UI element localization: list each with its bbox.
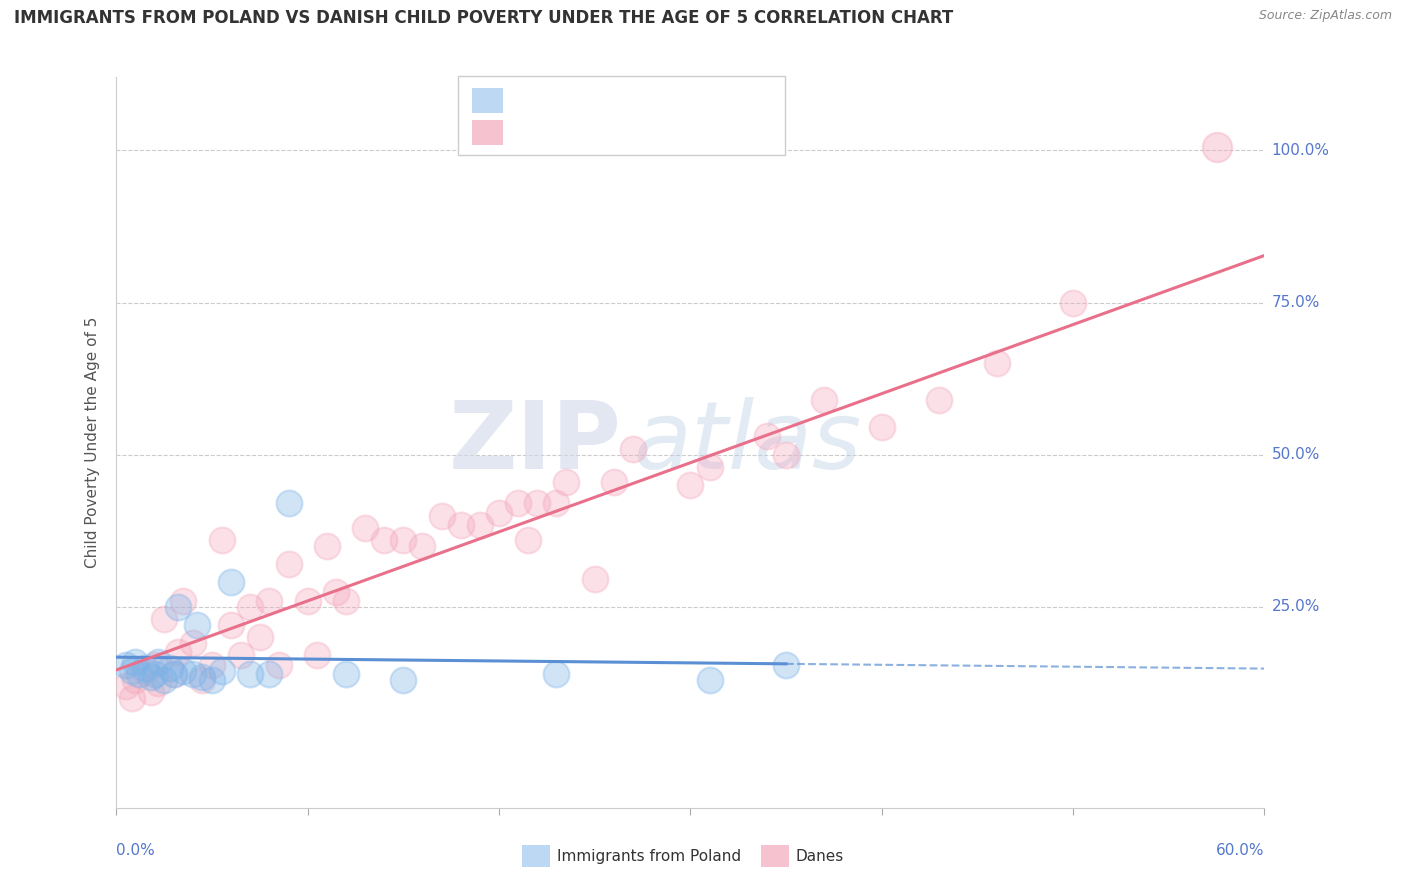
Text: 25.0%: 25.0% — [1271, 599, 1320, 615]
Point — [191, 673, 214, 687]
Point — [546, 666, 568, 681]
Text: ZIP: ZIP — [449, 397, 621, 489]
Point — [392, 673, 415, 687]
Point — [679, 478, 702, 492]
Point — [516, 533, 538, 547]
Point — [986, 356, 1008, 370]
Point — [153, 612, 176, 626]
Point — [124, 673, 146, 687]
Point — [813, 392, 835, 407]
Point — [115, 657, 138, 672]
Point — [373, 533, 395, 547]
Point — [583, 573, 606, 587]
Point — [870, 420, 893, 434]
Point — [186, 618, 208, 632]
Point — [259, 593, 281, 607]
Point — [128, 666, 150, 681]
Point — [134, 661, 156, 675]
Point — [699, 673, 721, 687]
Point — [134, 664, 156, 678]
Point — [755, 429, 778, 443]
Point — [143, 657, 166, 672]
Point — [259, 666, 281, 681]
Point — [307, 648, 329, 663]
Point — [201, 657, 224, 672]
Point — [488, 506, 510, 520]
Point — [315, 539, 337, 553]
Text: 0.640: 0.640 — [561, 123, 607, 141]
Point — [115, 679, 138, 693]
Point — [325, 584, 347, 599]
Point — [508, 496, 530, 510]
Point — [450, 517, 472, 532]
Point — [148, 676, 170, 690]
Text: IMMIGRANTS FROM POLAND VS DANISH CHILD POVERTY UNDER THE AGE OF 5 CORRELATION CH: IMMIGRANTS FROM POLAND VS DANISH CHILD P… — [14, 9, 953, 27]
Point — [603, 475, 626, 489]
Point — [430, 508, 453, 523]
Point — [166, 645, 188, 659]
Text: Immigrants from Poland: Immigrants from Poland — [557, 849, 741, 864]
Point — [181, 666, 204, 681]
Point — [166, 599, 188, 614]
Point — [335, 666, 357, 681]
Point — [249, 630, 271, 644]
Point — [1205, 140, 1227, 154]
Point — [411, 539, 433, 553]
Point — [699, 459, 721, 474]
Point — [148, 655, 170, 669]
Point — [775, 657, 797, 672]
Text: atlas: atlas — [633, 397, 862, 488]
Point — [139, 685, 162, 699]
Point — [121, 664, 143, 678]
Text: Source: ZipAtlas.com: Source: ZipAtlas.com — [1258, 9, 1392, 22]
Point — [1062, 295, 1084, 310]
Text: 0.0%: 0.0% — [117, 843, 155, 858]
Y-axis label: Child Poverty Under the Age of 5: Child Poverty Under the Age of 5 — [86, 317, 100, 568]
Text: 50.0%: 50.0% — [1271, 447, 1320, 462]
Point — [297, 593, 319, 607]
Point — [201, 673, 224, 687]
Point — [219, 575, 242, 590]
Point — [267, 657, 290, 672]
Point — [555, 475, 578, 489]
Point — [621, 442, 644, 456]
Point — [277, 496, 299, 510]
Point — [392, 533, 415, 547]
Point — [775, 448, 797, 462]
Point — [211, 664, 233, 678]
Point — [143, 666, 166, 681]
Point — [468, 517, 491, 532]
Point — [163, 666, 186, 681]
Point — [139, 670, 162, 684]
Text: 75.0%: 75.0% — [1271, 295, 1320, 310]
Text: 60.0%: 60.0% — [1216, 843, 1264, 858]
Point — [211, 533, 233, 547]
Point — [172, 593, 194, 607]
Text: 52: 52 — [634, 123, 657, 141]
Text: R =  0.640   N = 52: R = 0.640 N = 52 — [515, 123, 676, 141]
Point — [124, 655, 146, 669]
Point — [219, 618, 242, 632]
Point — [239, 666, 262, 681]
Point — [546, 496, 568, 510]
Point — [191, 670, 214, 684]
Point — [229, 648, 252, 663]
Point — [928, 392, 950, 407]
Text: 100.0%: 100.0% — [1271, 143, 1330, 158]
Point — [335, 593, 357, 607]
Point — [354, 521, 377, 535]
Text: Danes: Danes — [796, 849, 844, 864]
Text: R = -0.041   N = 27: R = -0.041 N = 27 — [515, 91, 678, 109]
Point — [163, 666, 186, 681]
Point — [153, 673, 176, 687]
Point — [172, 664, 194, 678]
Point — [277, 558, 299, 572]
Point — [526, 496, 548, 510]
Point — [121, 691, 143, 706]
Text: -0.041: -0.041 — [561, 91, 614, 109]
Point — [159, 661, 181, 675]
Point — [181, 636, 204, 650]
Point — [239, 599, 262, 614]
Text: 27: 27 — [634, 91, 657, 109]
